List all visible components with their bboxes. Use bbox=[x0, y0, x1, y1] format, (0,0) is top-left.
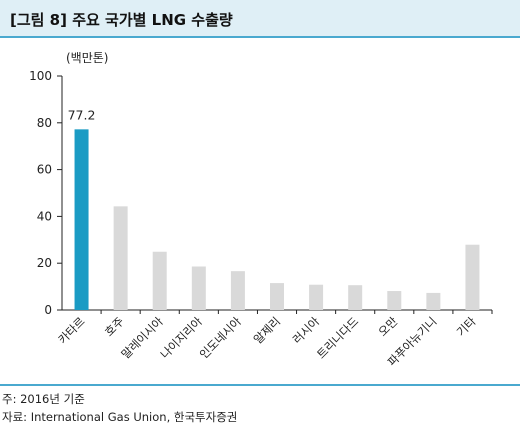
data-label: 77.2 bbox=[68, 107, 96, 122]
x-tick-label: 러시아 bbox=[290, 314, 323, 347]
y-unit-label: (백만톤) bbox=[66, 51, 108, 65]
x-tick-label: 기타 bbox=[454, 314, 479, 339]
y-tick-label: 40 bbox=[37, 209, 52, 223]
x-tick-label: 인도네시아 bbox=[197, 314, 245, 362]
x-tick-label: 알제리 bbox=[251, 314, 283, 346]
y-tick-label: 100 bbox=[29, 69, 52, 83]
bar bbox=[465, 244, 480, 310]
footnote: 주: 2016년 기준 bbox=[2, 392, 85, 406]
x-tick-label: 호주 bbox=[102, 314, 127, 339]
y-tick-label: 0 bbox=[44, 303, 52, 317]
bar bbox=[270, 283, 284, 310]
y-tick-label: 20 bbox=[37, 256, 52, 270]
chart-footer: 주: 2016년 기준 자료: International Gas Union,… bbox=[0, 384, 520, 426]
chart-title-bar: [그림 8] 주요 국가별 LNG 수출량 bbox=[0, 0, 520, 38]
source-note: 자료: International Gas Union, 한국투자증권 bbox=[2, 410, 238, 424]
bar bbox=[426, 292, 441, 310]
x-tick-label: 카타르 bbox=[55, 314, 87, 346]
x-tick-label: 오만 bbox=[376, 314, 401, 339]
bar bbox=[348, 285, 363, 310]
y-tick-label: 80 bbox=[37, 116, 52, 130]
bar bbox=[230, 271, 245, 310]
bar bbox=[387, 291, 402, 310]
bar bbox=[309, 284, 324, 310]
bar bbox=[74, 129, 89, 310]
bar bbox=[152, 251, 167, 310]
y-tick-label: 60 bbox=[37, 163, 52, 177]
x-tick-label: 트리니다드 bbox=[314, 314, 361, 361]
chart-title: [그림 8] 주요 국가별 LNG 수출량 bbox=[10, 11, 233, 29]
bar bbox=[191, 266, 206, 310]
bar bbox=[113, 206, 128, 310]
